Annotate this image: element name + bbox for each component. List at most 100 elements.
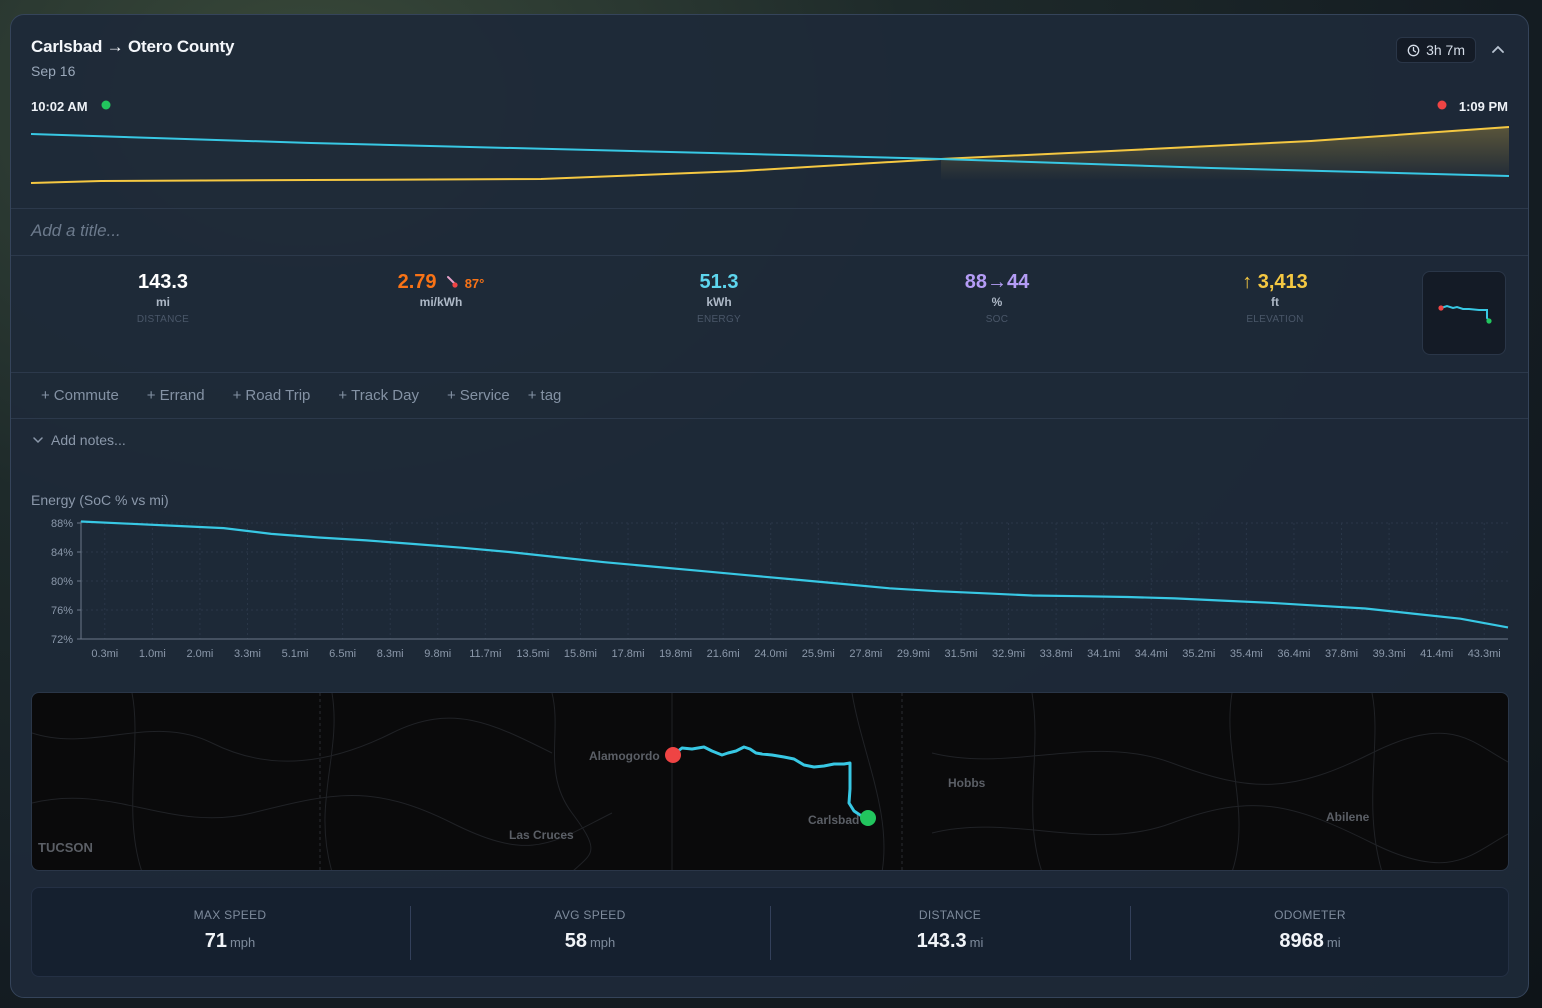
elevation-line bbox=[30, 126, 1510, 184]
stat-elevation: ↑ 3,413 ft ELEVATION bbox=[1175, 271, 1375, 325]
x-tick-label: 25.9mi bbox=[802, 648, 835, 660]
summary-number: 143.3 bbox=[916, 930, 967, 952]
trip-stats: 143.3 mi DISTANCE 2.79 87° mi/kWh 51.3 k… bbox=[31, 271, 1431, 331]
x-tick-label: 35.4mi bbox=[1230, 648, 1263, 660]
summary-label: DISTANCE bbox=[918, 908, 982, 922]
route-line bbox=[672, 745, 869, 820]
tag-errand[interactable]: + Errand bbox=[146, 387, 205, 404]
summary-unit: mph bbox=[589, 935, 616, 950]
tag-label: Errand bbox=[159, 387, 205, 404]
x-tick-label: 36.4mi bbox=[1277, 648, 1310, 660]
trip-date: Sep 16 bbox=[31, 63, 76, 79]
x-tick-label: 21.6mi bbox=[707, 648, 740, 660]
stat-label: ELEVATION bbox=[1246, 314, 1304, 325]
tag-service[interactable]: + Service bbox=[446, 387, 510, 404]
start-time: 10:02 AM bbox=[31, 99, 88, 114]
tag-track-day[interactable]: + Track Day bbox=[338, 387, 419, 404]
x-tick-label: 9.8mi bbox=[424, 648, 451, 660]
tag-add[interactable]: + tag bbox=[527, 387, 562, 404]
tag-road-trip[interactable]: + Road Trip bbox=[232, 387, 311, 404]
temperature-value: 87° bbox=[464, 276, 485, 291]
trip-summary-bar: MAX SPEED 71 mph AVG SPEED 58 mph DISTANCE… bbox=[31, 887, 1509, 977]
divider bbox=[11, 255, 1528, 256]
timeline-end-dot[interactable] bbox=[1437, 100, 1447, 110]
tag-label: tag bbox=[540, 387, 562, 404]
x-tick-label: 15.8mi bbox=[564, 648, 597, 660]
stat-energy: 51.3 kWh ENERGY bbox=[619, 271, 819, 325]
map-label-abilene: Abilene bbox=[1326, 810, 1370, 824]
x-tick-label: 8.3mi bbox=[377, 648, 404, 660]
summary-number: 8968 bbox=[1279, 930, 1324, 952]
collapse-button[interactable] bbox=[1488, 39, 1508, 59]
stat-distance: 143.3 mi DISTANCE bbox=[63, 271, 263, 325]
mini-route-map[interactable] bbox=[1422, 271, 1506, 355]
notes-label: Add notes... bbox=[51, 432, 126, 448]
timeline-start-dot[interactable] bbox=[101, 100, 111, 110]
stat-value: 2.79 87° bbox=[341, 271, 541, 294]
trip-title: Carlsbad → Otero County bbox=[31, 37, 235, 56]
stat-soc: 88→44 % SOC bbox=[897, 271, 1097, 325]
x-tick-label: 32.9mi bbox=[992, 648, 1025, 660]
summary-divider bbox=[770, 906, 771, 960]
summary-odometer: ODOMETER 8968 mi bbox=[1130, 888, 1490, 978]
summary-label: AVG SPEED bbox=[554, 908, 626, 922]
add-notes-toggle[interactable]: Add notes... bbox=[33, 432, 126, 448]
timeline-graph bbox=[30, 100, 1510, 184]
map-label-las-cruces: Las Cruces bbox=[509, 828, 574, 842]
y-tick-label: 88% bbox=[51, 518, 73, 530]
trip-header: Carlsbad → Otero County Sep 16 3h 7m bbox=[31, 37, 1508, 97]
tag-list: + Commute + Errand + Road Trip + Track Day +… bbox=[41, 387, 561, 404]
x-tick-label: 0.3mi bbox=[91, 648, 118, 660]
tag-commute[interactable]: + Commute bbox=[41, 387, 119, 404]
y-tick-label: 72% bbox=[51, 634, 73, 646]
stat-value: 143.3 bbox=[137, 271, 189, 293]
stat-efficiency: 2.79 87° mi/kWh bbox=[341, 271, 541, 309]
y-tick-label: 76% bbox=[51, 605, 73, 617]
y-tick-label: 80% bbox=[51, 576, 73, 588]
x-tick-label: 11.7mi bbox=[469, 648, 501, 660]
stat-unit: % bbox=[991, 295, 1003, 309]
x-tick-label: 34.1mi bbox=[1087, 648, 1120, 660]
x-tick-label: 24.0mi bbox=[754, 648, 787, 660]
map-background bbox=[32, 693, 1508, 870]
divider bbox=[11, 208, 1528, 209]
map-label-tucson: TUCSON bbox=[38, 840, 93, 855]
mini-route-icon bbox=[1438, 304, 1492, 324]
tag-label: Track Day bbox=[351, 387, 419, 404]
energy-chart: 88% 84% 80% 76% 72% 0.3mi 1.0mi 2.0mi 3.3mi 5.1mi… bbox=[51, 518, 1509, 660]
summary-number: 71 bbox=[204, 930, 227, 952]
x-tick-label: 6.5mi bbox=[329, 648, 356, 660]
summary-label: MAX SPEED bbox=[193, 908, 267, 922]
summary-label: ODOMETER bbox=[1274, 908, 1346, 922]
stat-label: ENERGY bbox=[696, 314, 742, 325]
stat-unit: mi bbox=[155, 295, 170, 309]
x-tick-label: 2.0mi bbox=[186, 648, 213, 660]
summary-unit: mi bbox=[1326, 935, 1341, 950]
x-tick-label: 37.8mi bbox=[1325, 648, 1358, 660]
clock-icon bbox=[1407, 44, 1420, 56]
y-tick-label: 84% bbox=[51, 547, 73, 559]
x-tick-label: 19.8mi bbox=[659, 648, 692, 660]
duration-text: 3h 7m bbox=[1426, 42, 1465, 58]
summary-number: 58 bbox=[564, 930, 587, 952]
x-tick-label: 1.0mi bbox=[139, 648, 166, 660]
summary-value: 143.3 mi bbox=[770, 930, 1130, 953]
thermometer-icon bbox=[447, 276, 458, 288]
x-tick-label: 33.8mi bbox=[1040, 648, 1073, 660]
trip-card: Carlsbad → Otero County Sep 16 3h 7m 10:… bbox=[10, 14, 1529, 998]
map-label-hobbs: Hobbs bbox=[948, 776, 986, 790]
duration-badge: 3h 7m bbox=[1396, 37, 1476, 63]
x-tick-label: 17.8mi bbox=[612, 648, 645, 660]
map-label-carlsbad: Carlsbad bbox=[808, 813, 860, 827]
x-tick-label: 43.3mi bbox=[1468, 648, 1501, 660]
x-tick-label: 5.1mi bbox=[282, 648, 309, 660]
route-map[interactable]: Alamogordo Carlsbad Hobbs Las Cruces Abi… bbox=[31, 692, 1509, 871]
stat-unit: mi/kWh bbox=[419, 295, 463, 309]
chevron-down-icon bbox=[33, 436, 43, 443]
trip-start-marker[interactable] bbox=[860, 810, 876, 826]
add-title-input[interactable]: Add a title... bbox=[31, 221, 121, 240]
efficiency-value: 2.79 bbox=[397, 271, 437, 293]
x-tick-label: 39.3mi bbox=[1373, 648, 1406, 660]
x-tick-label: 41.4mi bbox=[1420, 648, 1453, 660]
trip-end-marker[interactable] bbox=[665, 747, 681, 763]
